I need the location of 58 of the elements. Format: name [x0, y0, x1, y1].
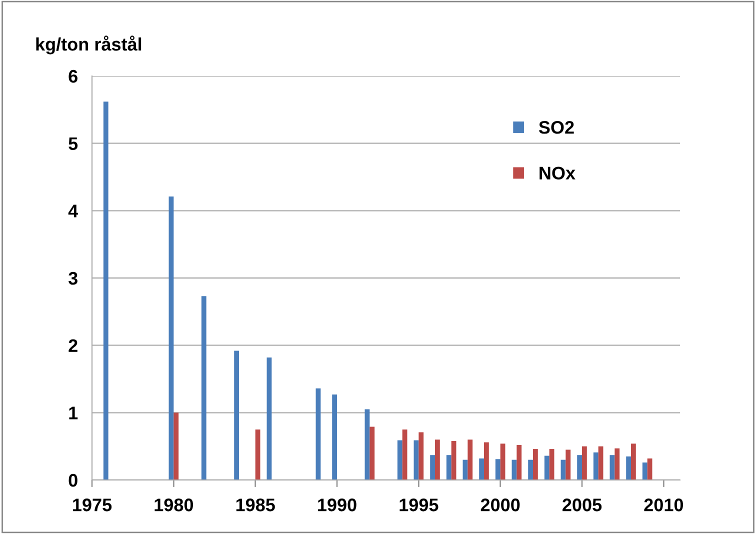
x-tick-label: 1990 — [318, 498, 356, 512]
y-tick-label: 3 — [68, 272, 78, 285]
bar — [266, 357, 272, 480]
bar — [234, 350, 239, 480]
bar — [418, 432, 424, 480]
x-tick-label: 1985 — [236, 498, 275, 512]
bar — [495, 459, 500, 480]
bar — [479, 458, 484, 480]
y-tick-label: 4 — [68, 204, 78, 218]
y-tick-label: 5 — [68, 137, 78, 150]
bar — [626, 456, 631, 480]
y-tick-label: 0 — [68, 474, 78, 487]
bar — [582, 446, 587, 480]
bar — [430, 455, 435, 480]
bar — [516, 444, 522, 480]
bar — [614, 448, 620, 480]
bar — [397, 440, 402, 480]
bar — [642, 462, 648, 480]
x-tick-label: 1995 — [400, 498, 438, 512]
bar — [566, 450, 571, 480]
bar — [500, 444, 506, 480]
bar — [631, 444, 636, 480]
y-axis-title: kg/ton råstål — [36, 36, 142, 54]
bar — [451, 440, 456, 480]
x-tick-label: 2010 — [644, 498, 684, 512]
bar — [402, 430, 408, 480]
bar — [468, 440, 473, 480]
bar — [414, 440, 419, 480]
x-tick-label: 2000 — [480, 498, 520, 512]
y-tick-label: 2 — [68, 339, 78, 352]
legend-label: NOx — [540, 166, 576, 180]
x-tick-label: 2005 — [562, 498, 602, 512]
y-tick-label: 6 — [68, 70, 78, 83]
bar — [647, 458, 652, 480]
bar — [332, 394, 337, 480]
x-tick-label: 1975 — [73, 498, 112, 512]
bar — [168, 196, 174, 480]
bar — [370, 426, 375, 480]
legend-label: SO2 — [538, 121, 574, 134]
bar — [364, 409, 370, 480]
bar — [544, 456, 550, 480]
bar — [103, 102, 108, 480]
bar — [484, 442, 489, 480]
y-tick-label: 1 — [69, 406, 78, 420]
bar — [528, 460, 533, 480]
bar — [610, 455, 615, 480]
bar — [446, 455, 452, 480]
bar — [577, 455, 582, 480]
bar — [174, 412, 179, 480]
bar — [593, 452, 598, 480]
bar — [201, 296, 206, 480]
x-tick-label: 1980 — [154, 498, 194, 512]
bar — [435, 440, 440, 480]
bar — [533, 449, 538, 480]
bar — [316, 388, 321, 480]
bar — [549, 449, 554, 480]
bar — [255, 430, 260, 480]
bar — [598, 446, 604, 480]
